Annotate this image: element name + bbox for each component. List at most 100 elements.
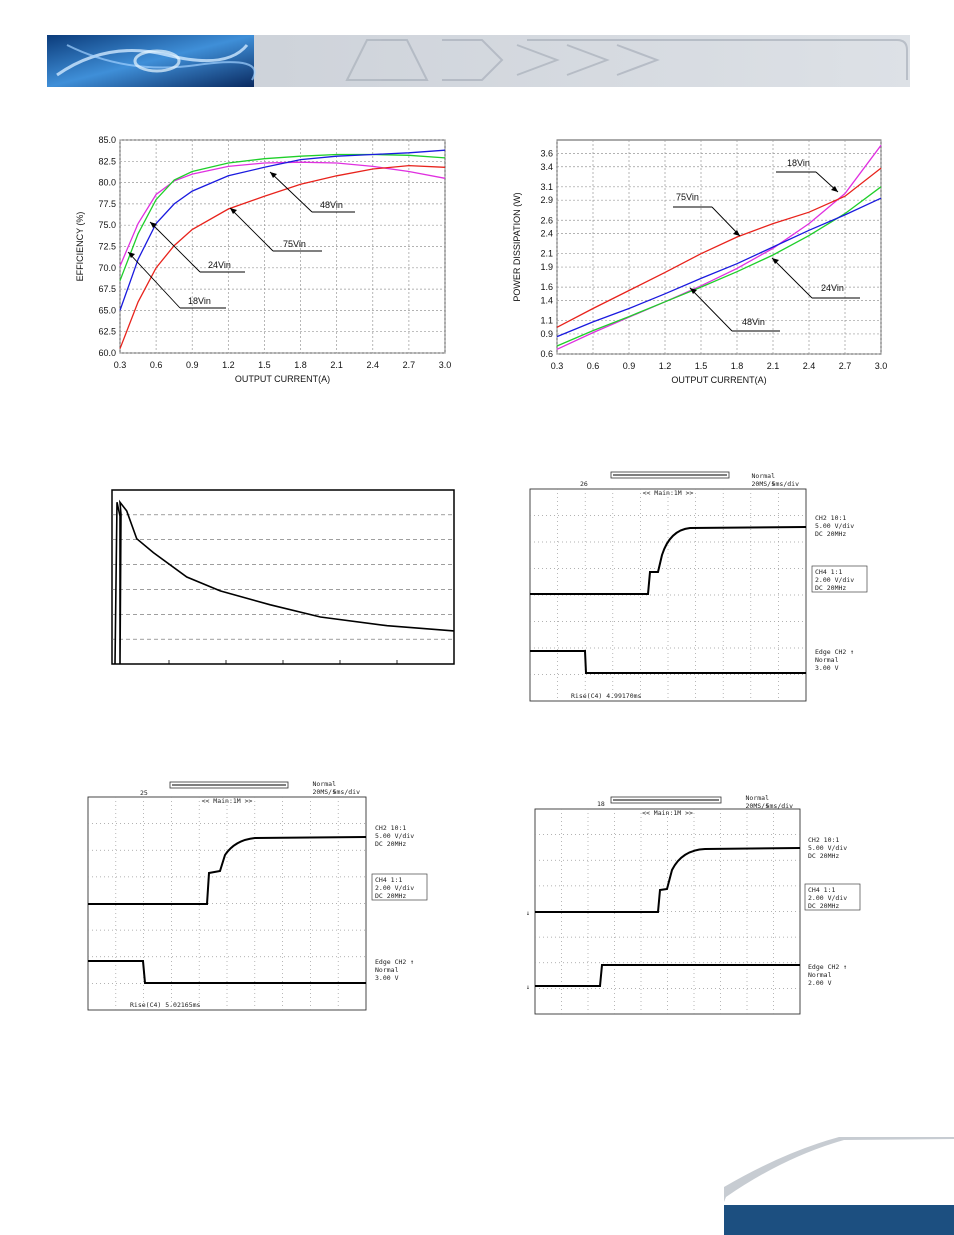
ch2-setting: CH2 10:1 [815,514,846,522]
annotation-leader [771,257,813,299]
y-tick-label: 0.6 [540,349,553,359]
trigger-setting: Normal [815,656,839,664]
ch4-waveform [88,960,366,984]
acquisition-mode: Normal [752,472,776,480]
ch4-setting-box [371,873,428,901]
series-line-48vin [556,197,882,338]
ch4-setting: DC 20MHz [808,902,839,910]
annotation-arrow-icon [150,222,157,228]
trigger-position-marker: 18 [597,800,605,808]
ch2-setting: DC 20MHz [808,852,839,860]
sample-rate: 20MS/s [752,480,776,488]
annotation-arrow-icon [831,186,838,192]
main-window-label: << Main:1M >> [642,809,693,817]
annotation-leader [689,287,733,332]
annotation-label: 75Vin [283,239,306,249]
x-tick-label: 1.5 [695,361,708,371]
y-tick-label: 1.4 [540,296,553,306]
ch4-waveform [530,650,806,674]
annotation-leader [149,221,201,273]
annotation-label: 24Vin [821,283,844,293]
y-tick-label: 3.1 [540,182,553,192]
ch4-setting: CH4 1:1 [808,886,835,894]
trigger-setting: 3.00 V [375,974,399,982]
trigger-setting: 3.00 V [815,664,839,672]
x-tick-label: 0.3 [114,360,127,370]
x-tick-label: 0.9 [623,361,636,371]
ch4-setting: CH4 1:1 [375,876,402,884]
trigger-position-marker: 26 [580,480,588,488]
y-tick-label: 2.9 [540,195,553,205]
y-tick-label: 1.9 [540,262,553,272]
annotation-leader [127,251,181,309]
series-line-75vin [119,164,446,349]
trigger-setting: Normal [808,971,832,979]
acquisition-mode: Normal [746,794,770,802]
x-tick-label: 0.6 [587,361,600,371]
y-tick-label: 2.6 [540,215,553,225]
y-tick-label: 80.0 [98,178,116,188]
annotation-label: 75Vin [676,192,699,202]
trigger-setting: Edge CH2 ↑ [375,958,414,966]
x-tick-label: 1.2 [659,361,672,371]
series-line-48vin [119,149,446,311]
ch4-ground-marker-icon: ↓ [527,983,530,991]
footer-logo [724,1137,954,1235]
y-tick-label: 67.5 [98,284,116,294]
ch2-setting: DC 20MHz [815,530,846,538]
trigger-setting: Normal [375,966,399,974]
x-tick-label: 0.6 [150,360,163,370]
plot-area [111,489,455,665]
annotation-arrow-icon [128,252,135,258]
ch4-setting: 2.00 V/div [375,884,414,892]
rise-time-measurement: Rise(C4) 5.02165ms [130,1001,201,1009]
trigger-setting: 2.00 V [808,979,832,987]
y-axis-label: EFFICIENCY (%) [75,212,85,282]
x-tick-label: 2.7 [403,360,416,370]
y-tick-label: 75.0 [98,220,116,230]
ch4-setting: 2.00 V/div [808,894,847,902]
y-tick-label: 1.6 [540,282,553,292]
series-line-75vin [556,167,882,328]
x-tick-label: 1.8 [294,360,307,370]
rise-time-measurement: Rise(C4) 4.99170ms [571,692,642,700]
x-tick-label: 2.7 [839,361,852,371]
ch4-setting-box [811,565,868,593]
y-tick-label: 62.5 [98,327,116,337]
annotation-arrow-icon [733,230,740,236]
header-banner [47,35,910,87]
y-tick-label: 60.0 [98,348,116,358]
ch2-setting: CH2 10:1 [808,836,839,844]
main-window-label: << Main:1M >> [643,489,694,497]
trigger-position-marker: 25 [140,789,148,797]
y-axis-label: POWER DISSIPATION (W) [512,192,522,301]
annotation-label: 18Vin [188,296,211,306]
plot-area [556,139,882,355]
annotation-leader [269,171,313,213]
y-tick-label: 3.4 [540,162,553,172]
x-tick-label: 2.4 [803,361,816,371]
ch4-setting: DC 20MHz [375,892,406,900]
time-per-div: 5ms/div [766,802,793,810]
y-tick-label: 82.5 [98,156,116,166]
series-line-18vin [119,161,446,267]
x-tick-label: 2.1 [330,360,343,370]
ch2-setting: 5.00 V/div [815,522,854,530]
acquisition-mode: Normal [313,780,337,788]
annotation-leader [711,206,741,237]
y-tick-label: 70.0 [98,263,116,273]
ch2-setting: DC 20MHz [375,840,406,848]
sample-rate: 20MS/s [746,802,770,810]
x-tick-label: 2.4 [367,360,380,370]
sample-rate: 20MS/s [313,788,337,796]
annotation-arrow-icon [230,208,237,214]
ch2-waveform [530,526,807,595]
y-tick-label: 65.0 [98,305,116,315]
main-window-label: << Main:1M >> [202,797,253,805]
x-tick-label: 1.8 [731,361,744,371]
ch4-setting: 2.00 V/div [815,576,854,584]
x-axis-label: OUTPUT CURRENT(A) [235,374,330,384]
trigger-setting: Edge CH2 ↑ [815,648,854,656]
